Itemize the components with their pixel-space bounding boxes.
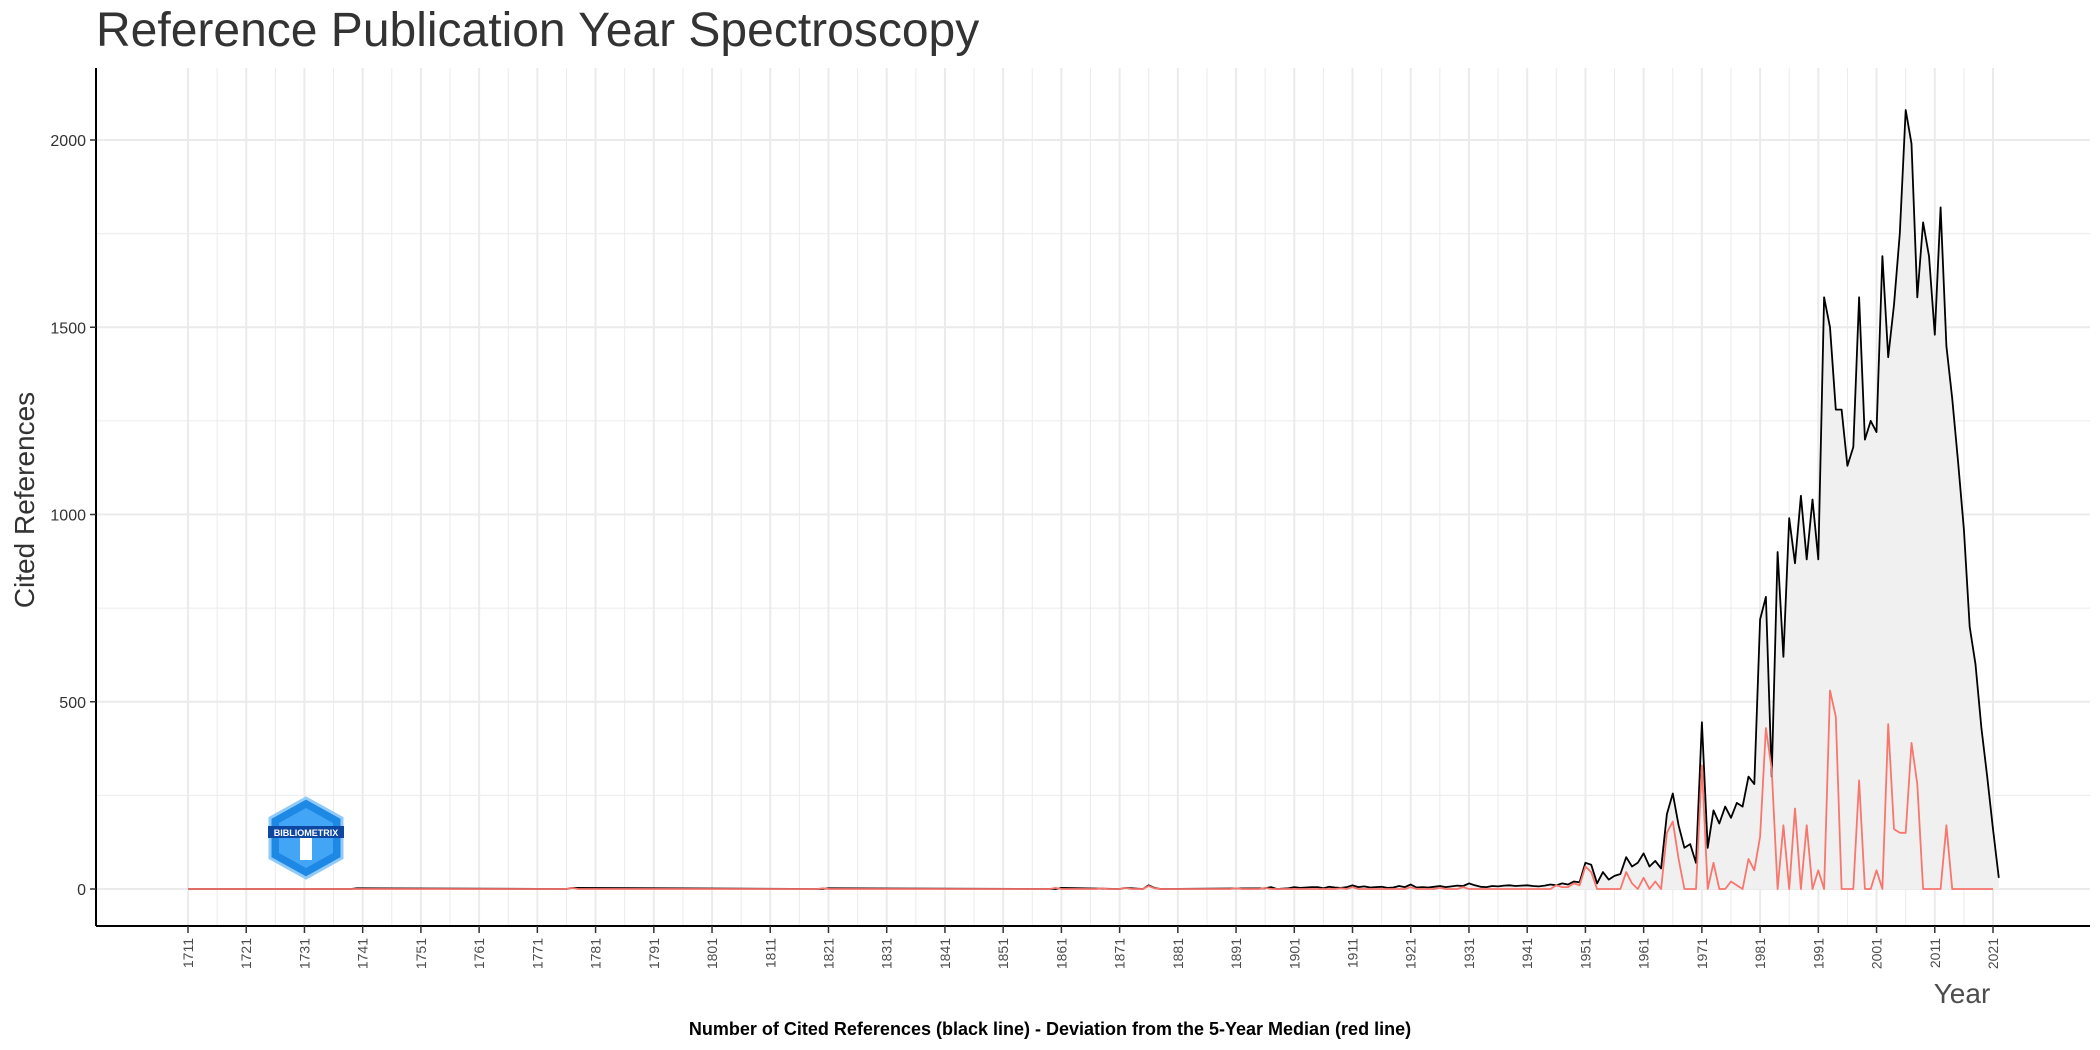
x-tick-label: 2001 [1869,938,1885,969]
x-tick-label: 1801 [704,938,720,969]
logo-lighthouse-icon [300,836,312,860]
y-tick-label: 1500 [50,320,86,337]
bibliometrix-logo: BIBLIOMETRIX [268,796,344,880]
x-tick-label: 2021 [1985,938,2001,969]
x-tick-label: 1711 [180,938,196,968]
x-tick-label: 1871 [1112,938,1128,969]
x-tick-label: 1911 [1345,938,1361,968]
x-tick-label: 1931 [1461,938,1477,969]
y-tick-labels: 0 500 1000 1500 2000 [50,133,86,899]
x-tick-label: 1731 [297,938,313,969]
cited-references-line [188,109,2000,890]
x-tick-label: 1941 [1519,938,1535,969]
deviation-median-line [188,689,1993,890]
logo-banner [268,826,344,838]
y-tick-label: 2000 [50,133,86,150]
grid-lines [96,68,2090,926]
x-tick-label: 1901 [1286,938,1302,969]
axes [90,68,2090,933]
chart-title: Reference Publication Year Spectroscopy [96,4,979,57]
x-tick-label: 1761 [471,938,487,969]
y-tick-label: 1000 [50,508,86,525]
x-tick-label: 1891 [1228,938,1244,969]
x-tick-label: 1961 [1636,938,1652,969]
y-tick-label: 0 [77,882,86,899]
x-tick-label: 1811 [762,938,778,968]
x-tick-label: 1751 [413,938,429,969]
x-tick-label: 1981 [1752,938,1768,969]
x-tick-label: 1771 [529,938,545,969]
lines-layer [188,109,2000,890]
x-tick-label: 1781 [588,938,604,969]
x-tick-label: 1861 [1053,938,1069,969]
x-tick-label: 1831 [879,938,895,969]
x-tick-label: 1991 [1810,938,1826,969]
y-axis-label: Cited References [9,392,40,608]
x-tick-label: 1971 [1694,938,1710,969]
x-tick-label: 1821 [821,938,837,969]
chart-caption: Number of Cited References (black line) … [689,1019,1411,1039]
x-tick-labels: 1711 1721 1731 1741 1751 1761 1771 1781 1791 1801… [180,938,2001,969]
x-tick-label: 1951 [1577,938,1593,969]
x-tick-label: 1841 [937,938,953,969]
cited-references-area [188,110,1999,889]
x-axis-label: Year [1934,978,1991,1009]
x-tick-label: 1851 [995,938,1011,969]
x-tick-label: 1881 [1170,938,1186,969]
area-layer [188,110,1999,889]
x-tick-label: 1791 [646,938,662,969]
y-tick-label: 500 [59,695,86,712]
x-tick-label: 1741 [355,938,371,969]
x-tick-label: 1721 [238,938,254,969]
x-tick-label: 2011 [1927,938,1943,968]
x-tick-label: 1921 [1403,938,1419,969]
logo-text: BIBLIOMETRIX [274,828,339,838]
